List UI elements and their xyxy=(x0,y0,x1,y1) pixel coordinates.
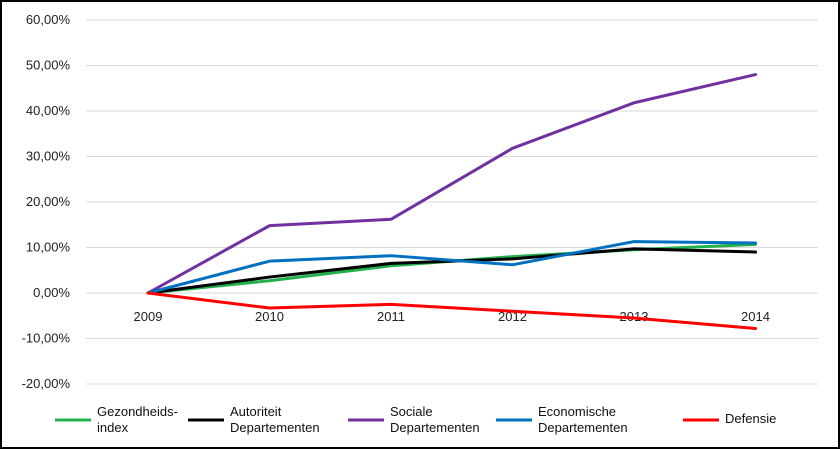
y-tick-label: 0,00% xyxy=(33,285,70,300)
legend-label: Departementen xyxy=(390,420,480,435)
legend-label: Defensie xyxy=(725,411,776,426)
y-tick-label: 30,00% xyxy=(26,149,71,164)
x-axis-tick-labels: 2009 2010 2011 2012 2013 2014 xyxy=(134,309,770,324)
x-tick-label: 2010 xyxy=(255,309,284,324)
legend-label: Departementen xyxy=(230,420,320,435)
x-tick-label: 2013 xyxy=(620,309,649,324)
x-tick-label: 2009 xyxy=(134,309,163,324)
y-axis-tick-labels: 60,00% 50,00% 40,00% 30,00% 20,00% 10,00% 0,00… xyxy=(22,12,71,391)
series-line xyxy=(146,247,757,295)
series-lines xyxy=(146,73,757,330)
x-tick-label: 2011 xyxy=(377,309,405,324)
y-tick-label: 20,00% xyxy=(26,194,71,209)
y-tick-label: 50,00% xyxy=(26,58,71,73)
series-line xyxy=(146,73,757,295)
y-tick-label: -20,00% xyxy=(22,376,71,391)
legend-label: Sociale xyxy=(390,404,433,419)
legend-label: Departementen xyxy=(538,420,628,435)
y-tick-label: 10,00% xyxy=(26,240,71,255)
gridlines xyxy=(86,19,818,385)
x-tick-label: 2014 xyxy=(741,309,770,324)
legend-label: Autoriteit xyxy=(230,404,282,419)
legend-label: index xyxy=(97,420,129,435)
legend: Gezondheids-indexAutoriteitDepartementen… xyxy=(55,404,776,435)
series-line xyxy=(146,291,757,330)
legend-label: Gezondheids- xyxy=(97,404,178,419)
y-tick-label: 60,00% xyxy=(26,12,71,27)
legend-label: Economische xyxy=(538,404,616,419)
y-tick-label: 40,00% xyxy=(26,103,71,118)
series-line xyxy=(146,240,757,295)
y-tick-label: -10,00% xyxy=(22,331,71,346)
